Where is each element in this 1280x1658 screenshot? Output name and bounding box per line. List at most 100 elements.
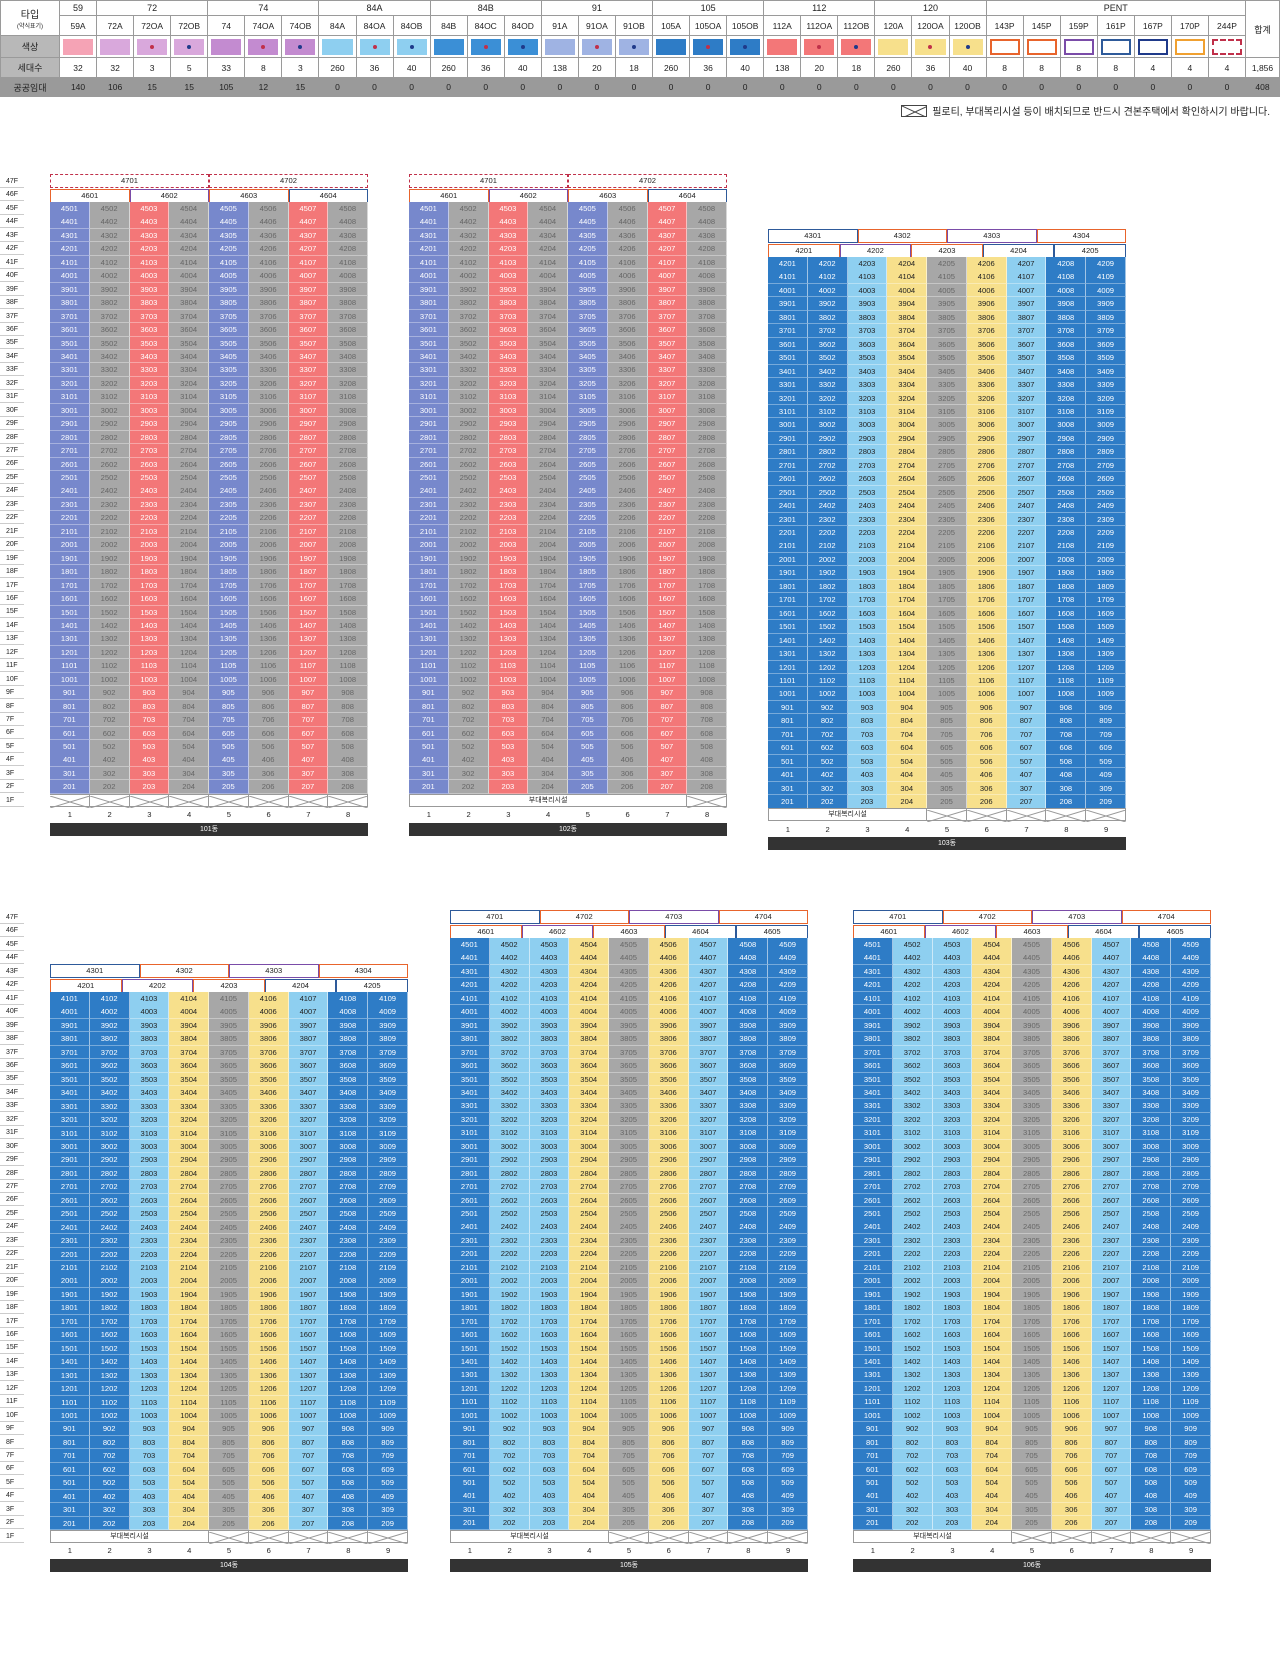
unit-cell: 1407 (647, 618, 688, 633)
legend-group-59: 59 (58, 0, 98, 16)
unit-cell: 3607 (1091, 1059, 1132, 1073)
unit-cell: 606 (248, 1462, 289, 1477)
unit-cell: 4507 (288, 202, 329, 216)
unit-cell: 3608 (328, 323, 368, 337)
unit-cell: 1104 (972, 1395, 1013, 1409)
unit-cell: 1307 (288, 632, 329, 646)
unit-cell: 4503 (529, 938, 570, 952)
unit-cell: 1309 (1086, 647, 1126, 661)
unit-cell: 4207 (688, 978, 729, 992)
unit-cell: 1403 (129, 1355, 170, 1369)
unit-cell: 4502 (448, 202, 489, 216)
unit-cell: 1101 (450, 1395, 490, 1409)
unit-cell: 4201 (450, 978, 490, 992)
unit-cell: 2901 (50, 417, 90, 431)
legend-type-72a: 72A (96, 15, 135, 36)
unit-cell: 3405 (1012, 1085, 1052, 1100)
unit-cell: 905 (568, 686, 608, 700)
unit-cell: 709 (768, 1449, 808, 1463)
unit-cell: 2908 (328, 417, 368, 431)
unit-cell: 4402 (489, 951, 530, 965)
unit-cell: 4103 (847, 270, 888, 284)
floor-label: 20F (0, 1274, 24, 1288)
legend-rental-120oa: 0 (911, 77, 950, 97)
piloti-cell (1131, 1529, 1172, 1545)
unit-cell: 4208 (1046, 257, 1087, 271)
unit-cell: 903 (932, 1422, 973, 1436)
unit-cell: 2609 (368, 1193, 408, 1208)
unit-cell: 1409 (1086, 633, 1126, 648)
line-number: 8 (1149, 1546, 1154, 1556)
unit-cell: 1802 (807, 579, 848, 594)
unit-cell: 3803 (129, 1032, 170, 1046)
unit-cell: 301 (50, 1503, 90, 1517)
unit-cell: 4106 (248, 992, 289, 1006)
unit-cell: 3706 (648, 1045, 689, 1060)
legend-type-72oa: 72OA (133, 15, 172, 36)
unit-cell: 2304 (528, 497, 568, 512)
unit-cell: 3002 (89, 1139, 130, 1154)
unit-cell: 305 (209, 1503, 249, 1517)
legend-units-row: 세대수 32 32 3 5 33 8 3 260 36 40 260 36 40 138 20 18 260 36 4… (0, 57, 1280, 78)
legend-rental-84od: 0 (503, 77, 542, 97)
unit-cell: 1108 (687, 659, 727, 673)
unit-cell: 4104 (972, 991, 1013, 1006)
unit-cell: 904 (169, 1422, 210, 1436)
line-number: 3 (950, 1546, 955, 1556)
unit-cell: 4103 (129, 992, 170, 1006)
unit-cell: 506 (1051, 1476, 1092, 1490)
unit-cell: 4201 (853, 978, 893, 992)
line-number: 4 (905, 824, 910, 834)
unit-cell: 1303 (932, 1368, 973, 1382)
floor-label: 6F (0, 1462, 24, 1476)
unit-cell: 806 (1051, 1435, 1092, 1450)
unit-cell: 1906 (607, 551, 648, 566)
line-number: 5 (944, 824, 950, 834)
unit-cell: 4504 (569, 938, 610, 952)
line-number: 9 (1103, 824, 1109, 834)
unit-cell: 204 (569, 1516, 610, 1530)
legend-rental-74: 105 (207, 77, 246, 97)
unit-cell: 3406 (248, 1086, 289, 1100)
dot-marker (298, 44, 303, 49)
legend-rental-105oa: 0 (689, 77, 728, 97)
unit-cell: 2803 (129, 1166, 170, 1181)
unit-cell: 205 (927, 795, 967, 809)
unit-cell: 707 (288, 1449, 329, 1463)
unit-cell: 1701 (768, 593, 808, 607)
unit-cell: 3004 (569, 1139, 610, 1154)
unit-cell: 1106 (648, 1395, 689, 1409)
legend-type-row: 59A 72A 72OA 72OB 74 74OA 74OB 84A 84OA 84OB 84B 84… (1, 15, 1280, 36)
unit-cell: 3205 (609, 1112, 649, 1127)
unit-cell: 2305 (1012, 1233, 1052, 1248)
unit-cell: 2504 (569, 1207, 610, 1221)
unit-cell: 4304 (569, 964, 610, 979)
unit-cell: 4004 (569, 1005, 610, 1019)
unit-cell: 2006 (248, 538, 289, 552)
unit-cell: 2708 (728, 1180, 769, 1194)
piloti-cell (1086, 808, 1127, 823)
penthouse-unit: 4604 (1067, 924, 1140, 939)
unit-cell: 1506 (966, 620, 1007, 634)
unit-cell: 3208 (1046, 391, 1087, 405)
legend-units-170p: 4 (1170, 57, 1209, 78)
color-swatch (1026, 38, 1057, 55)
unit-cell: 2301 (409, 497, 449, 512)
unit-cell: 3908 (1131, 1018, 1172, 1033)
legend-swatch-170p (1170, 35, 1209, 58)
unit-cell: 1406 (1051, 1354, 1092, 1369)
unit-cell: 808 (1046, 714, 1087, 728)
unit-cell: 1203 (129, 1382, 170, 1396)
unit-cell: 3107 (288, 1126, 329, 1140)
unit-cell: 2702 (489, 1180, 530, 1194)
unit-cell: 1303 (129, 632, 170, 646)
unit-cell: 4506 (1051, 938, 1092, 952)
unit-cell: 206 (648, 1516, 689, 1530)
unit-cell: 208 (1131, 1516, 1172, 1530)
unit-cell: 1401 (853, 1354, 893, 1369)
unit-cell: 907 (688, 1422, 729, 1436)
unit-cell: 1308 (328, 632, 368, 646)
unit-cell: 409 (1171, 1489, 1211, 1503)
unit-cell: 4108 (328, 255, 368, 270)
unit-cell: 2603 (529, 1193, 570, 1208)
